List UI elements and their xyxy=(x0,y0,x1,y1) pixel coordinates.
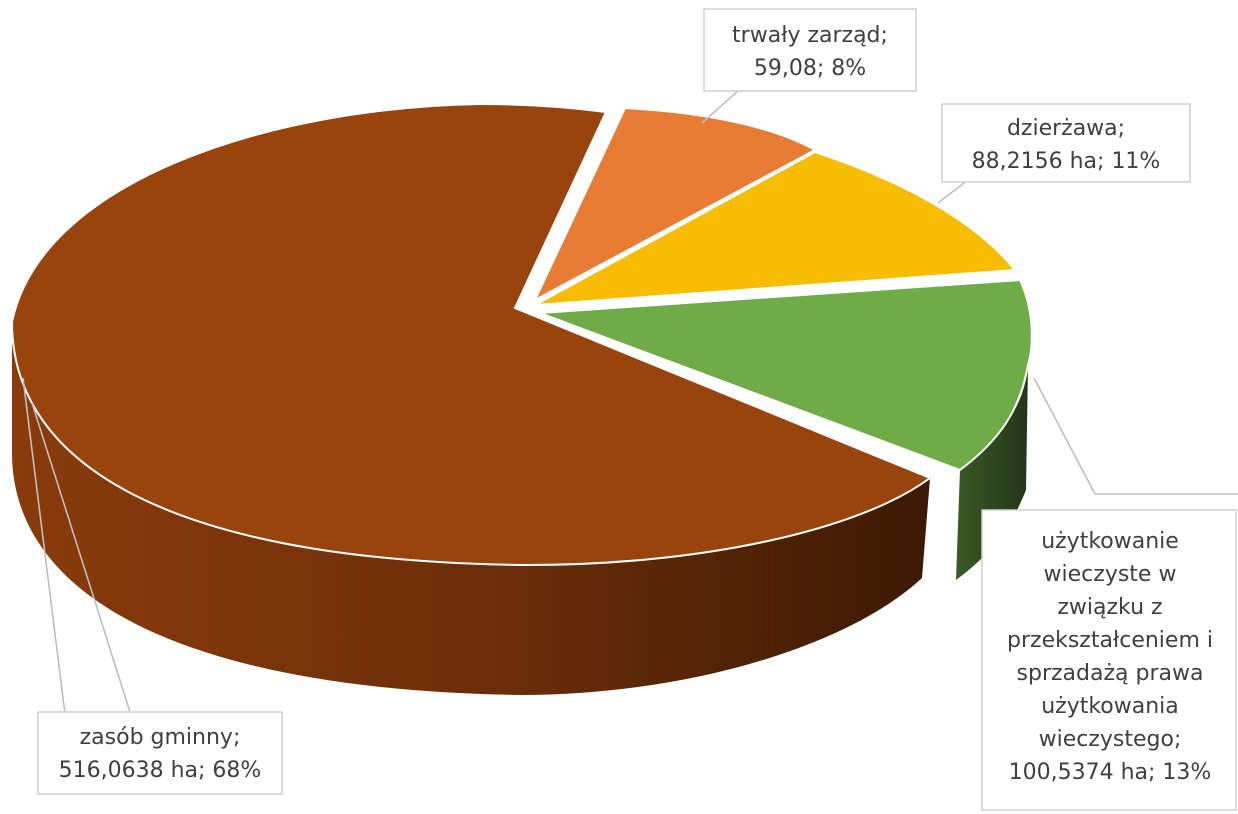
data-label-zasob-gminny: zasób gminny; 516,0638 ha; 68% xyxy=(37,711,283,795)
leader-line-dzierzawa xyxy=(937,179,969,204)
label-line: wieczyste w xyxy=(1044,562,1177,587)
data-label-uzytkowanie: użytkowanie wieczyste w związku z przekszta… xyxy=(981,509,1237,811)
label-line: sprzadażą prawa xyxy=(1017,661,1204,686)
label-line: użytkowania xyxy=(1041,694,1179,719)
data-label-dzierzawa: dzierżawa; 88,2156 ha; 11% xyxy=(941,103,1191,183)
data-label-trwaly-zarzad: trwały zarząd; 59,08; 8% xyxy=(703,8,917,92)
leader-line-zasob-gminny xyxy=(22,377,66,715)
pie-slice-zasob-gminny xyxy=(10,102,933,567)
label-box-trwaly-zarzad xyxy=(703,8,917,92)
label-text-dzierzawa: dzierżawa; 88,2156 ha; 11% xyxy=(972,116,1161,174)
leader-line-uzytkowanie xyxy=(1033,377,1238,495)
pie-slice-uzytkowanie xyxy=(539,278,1033,472)
label-text-zasob-gminny: zasób gminny; 516,0638 ha; 68% xyxy=(59,725,262,783)
label-line: zasób gminny; xyxy=(80,725,241,750)
leader-lines xyxy=(22,89,1238,715)
pie-slice-dzierzawa xyxy=(534,150,1017,306)
label-line: związku z xyxy=(1057,595,1162,620)
leader-line-zasob-gminny-2 xyxy=(31,402,131,713)
leader-line-trwaly-zarzad xyxy=(701,89,740,124)
label-box-dzierzawa xyxy=(941,103,1191,183)
label-line: wieczystego; xyxy=(1039,727,1182,752)
label-line: trwały zarząd; xyxy=(732,23,888,48)
label-box-uzytkowanie xyxy=(981,509,1237,811)
pie-side-zasob-gminny xyxy=(12,322,930,695)
label-line: przekształceniem i xyxy=(1007,628,1213,653)
pie-side-uzytkowanie xyxy=(956,365,1028,580)
label-text-uzytkowanie: użytkowanie wieczyste w związku z przekszta… xyxy=(1007,529,1213,785)
label-line: 88,2156 ha; 11% xyxy=(972,149,1161,174)
label-line: użytkowanie xyxy=(1041,529,1179,554)
pie-slice-trwaly-zarzad xyxy=(532,106,818,303)
label-line: 100,5374 ha; 13% xyxy=(1009,760,1212,785)
label-box-zasob-gminny xyxy=(37,711,283,795)
label-line: 59,08; 8% xyxy=(754,56,866,81)
label-text-trwaly-zarzad: trwały zarząd; 59,08; 8% xyxy=(732,23,888,81)
label-line: 516,0638 ha; 68% xyxy=(59,758,262,783)
label-line: dzierżawa; xyxy=(1007,116,1125,141)
